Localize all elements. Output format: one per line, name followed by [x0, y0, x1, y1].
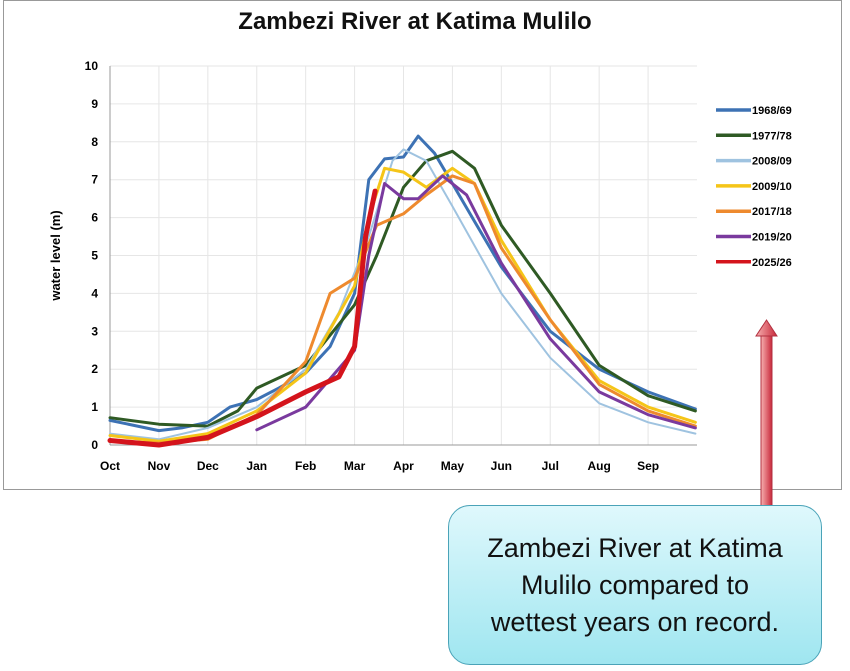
y-tick-label: 1 — [91, 400, 98, 414]
x-tick-label: Aug — [588, 459, 611, 473]
y-tick-label: 7 — [91, 173, 98, 187]
x-tick-label: Jul — [542, 459, 559, 473]
y-tick-label: 0 — [91, 438, 98, 452]
series-line-2008-09 — [109, 148, 697, 441]
x-tick-label: Jan — [246, 459, 267, 473]
series-line-1977-78 — [108, 149, 697, 428]
arrow-pointer — [755, 319, 778, 509]
x-tick-label: Sep — [637, 459, 659, 473]
y-tick-label: 2 — [91, 362, 98, 376]
series-line-2025-26 — [107, 188, 378, 448]
y-tick-label: 9 — [91, 97, 98, 111]
chart-title: Zambezi River at Katima Mulilo — [238, 8, 592, 35]
legend-label: 2025/26 — [752, 257, 792, 269]
legend-label: 2008/09 — [752, 156, 792, 168]
x-tick-label: Dec — [197, 459, 219, 473]
callout-box: Zambezi River at Katima Mulilo compared … — [448, 505, 822, 665]
chart-frame — [3, 0, 842, 490]
x-tick-label: Jun — [491, 459, 512, 473]
y-tick-label: 10 — [85, 59, 99, 73]
y-axis-label: water level (m) — [48, 210, 63, 301]
series-line-2019-20 — [255, 174, 697, 432]
y-tick-label: 5 — [91, 249, 98, 263]
legend-label: 2017/18 — [752, 206, 792, 218]
legend-label: 1968/69 — [752, 105, 792, 117]
x-tick-label: Feb — [295, 459, 316, 473]
y-tick-label: 8 — [91, 135, 98, 149]
series-line-2009-10 — [108, 166, 697, 443]
x-tick-label: Mar — [344, 459, 366, 473]
x-tick-label: May — [441, 459, 465, 473]
x-tick-label: Nov — [148, 459, 171, 473]
x-tick-label: Apr — [393, 459, 414, 473]
legend-label: 1977/78 — [752, 130, 792, 142]
y-tick-label: 6 — [91, 211, 98, 225]
series-line-2017-18 — [108, 174, 697, 445]
y-tick-label: 4 — [91, 286, 98, 300]
y-tick-label: 3 — [91, 324, 98, 338]
x-tick-label: Oct — [100, 459, 120, 473]
legend-label: 2009/10 — [752, 181, 792, 193]
legend-label: 2019/20 — [752, 232, 792, 244]
